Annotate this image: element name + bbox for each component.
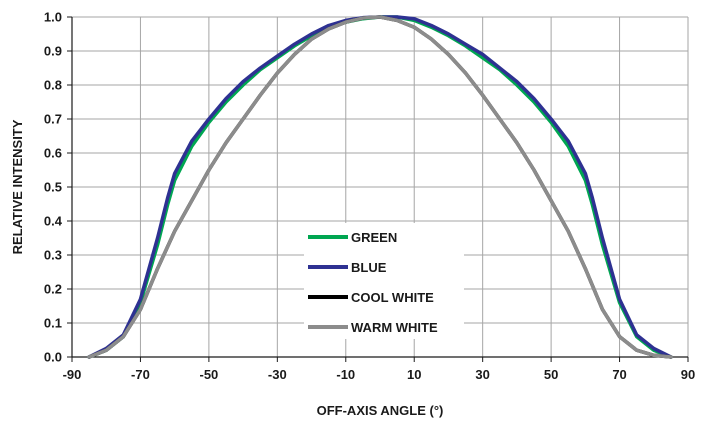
x-tick-label: 90 xyxy=(681,367,695,382)
legend: GREEN BLUE COOL WHITE WARM WHITE xyxy=(304,223,464,339)
y-tick-label: 0.7 xyxy=(44,112,62,127)
y-tick-label: 0.8 xyxy=(44,78,62,93)
x-tick-label: 30 xyxy=(475,367,489,382)
tick-labels: -90 -70 -50 -30 -10 10 30 50 70 90 0.0 0.1 0.2 0.3 0.4… xyxy=(44,10,695,383)
x-axis-title: OFF-AXIS ANGLE (°) xyxy=(317,403,444,418)
axes xyxy=(67,16,689,362)
y-tick-label: 0.5 xyxy=(44,180,62,195)
legend-label: BLUE xyxy=(351,260,387,275)
x-tick-label: -50 xyxy=(199,367,218,382)
y-tick-label: 0.6 xyxy=(44,146,62,161)
y-tick-label: 0.3 xyxy=(44,248,62,263)
x-tick-label: 70 xyxy=(612,367,626,382)
series-line-warm-white xyxy=(87,15,673,359)
legend-label: WARM WHITE xyxy=(351,320,438,335)
legend-label: GREEN xyxy=(351,230,397,245)
x-tick-label: -10 xyxy=(336,367,355,382)
y-axis-title: RELATIVE INTENSITY xyxy=(10,119,25,254)
x-tick-label: 50 xyxy=(544,367,558,382)
x-tick-label: -30 xyxy=(268,367,287,382)
legend-background xyxy=(304,223,464,339)
x-tick-label: -70 xyxy=(131,367,150,382)
y-tick-label: 1.0 xyxy=(44,10,62,25)
y-tick-label: 0.9 xyxy=(44,44,62,59)
y-tick-label: 0.0 xyxy=(44,350,62,365)
y-tick-label: 0.4 xyxy=(44,214,63,229)
y-tick-label: 0.2 xyxy=(44,282,62,297)
x-tick-label: -90 xyxy=(63,367,82,382)
series-lines xyxy=(87,15,673,359)
y-tick-label: 0.1 xyxy=(44,316,62,331)
x-tick-label: 10 xyxy=(407,367,421,382)
legend-label: COOL WHITE xyxy=(351,290,434,305)
